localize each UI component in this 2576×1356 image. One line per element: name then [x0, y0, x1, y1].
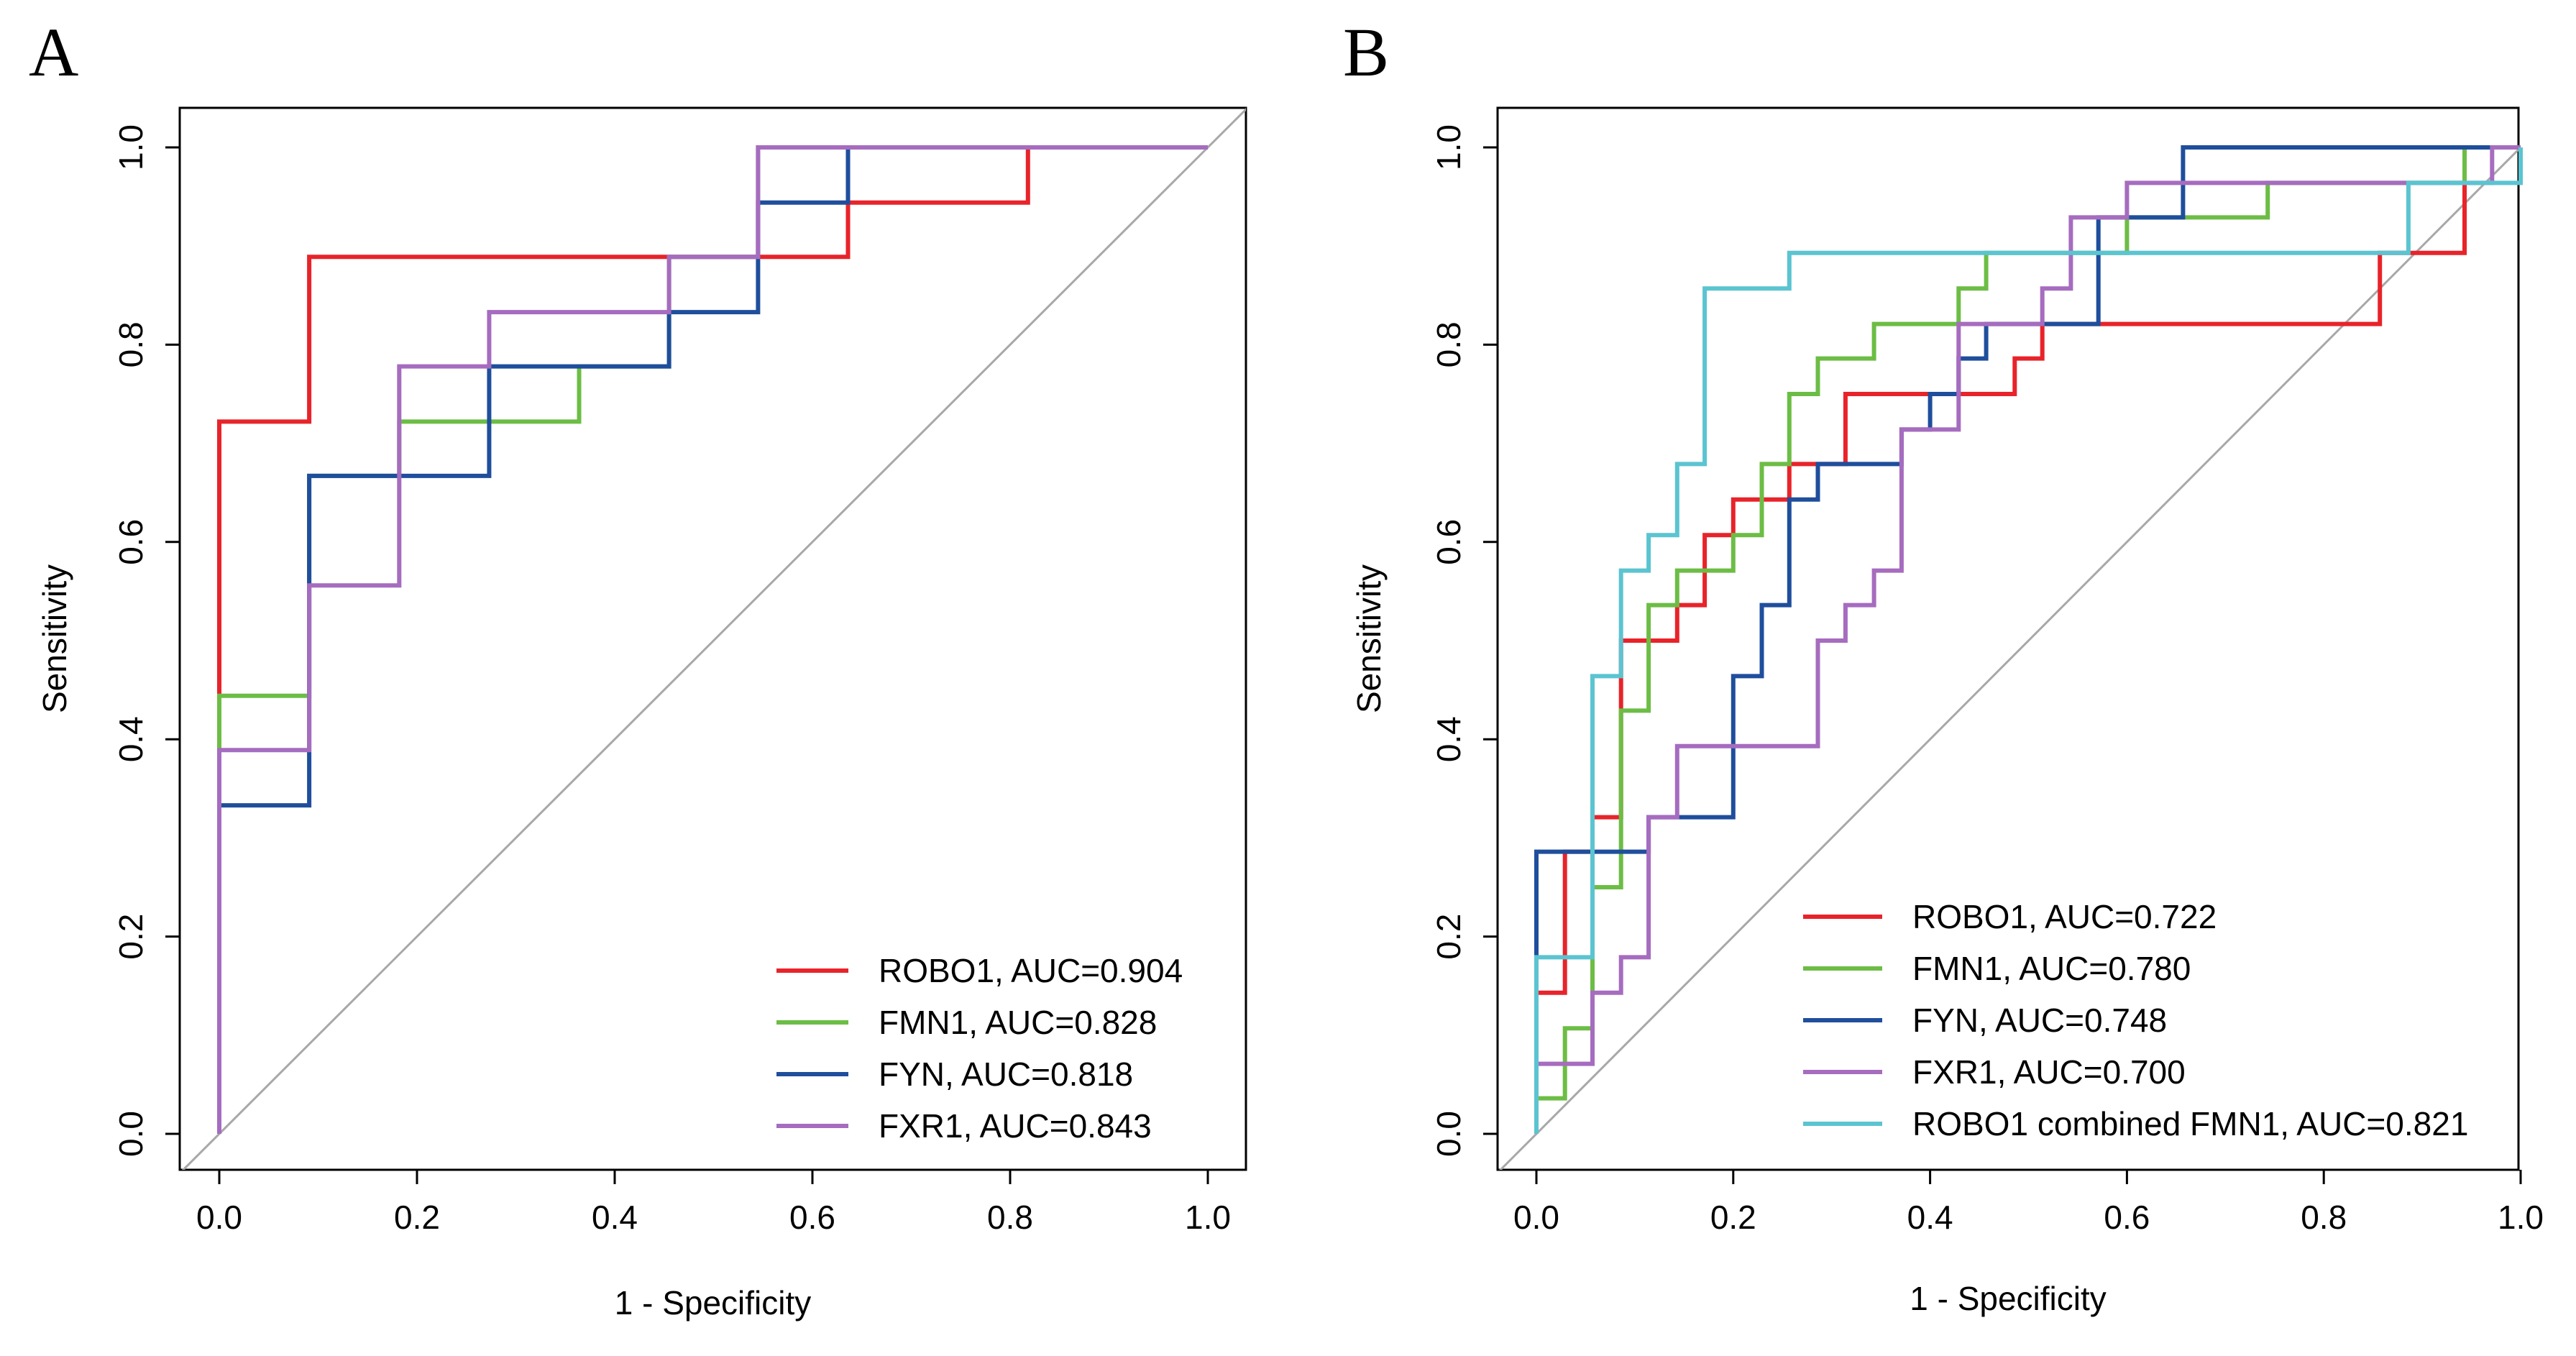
roc-curve-fmn1 — [1534, 145, 2521, 1134]
plot-frame — [178, 106, 1247, 1171]
legend-label: FYN, AUC=0.748 — [1912, 1002, 2167, 1039]
legend-label: FMN1, AUC=0.780 — [1912, 950, 2191, 987]
roc-curve-robo1-combined-fmn1 — [1534, 147, 2523, 1134]
panel-label: B — [1343, 14, 1389, 91]
roc-curve-fxr1 — [1534, 145, 2521, 1134]
y-tick-label: 0.4 — [1430, 716, 1467, 762]
panel-b: B 0.0 0.2 0.4 0.6 0.8 1.0 0.0 0.2 0.4 0.6 0.8 1.0 1 -… — [1343, 14, 2544, 1317]
x-tick-label: 0.0 — [1513, 1199, 1559, 1236]
y-tick-label: 0.2 — [1430, 914, 1467, 960]
x-tick-label: 0.0 — [196, 1199, 242, 1236]
legend-label: ROBO1, AUC=0.904 — [879, 952, 1183, 989]
roc-curve-fyn — [217, 145, 1208, 1134]
x-tick-label: 0.4 — [592, 1199, 638, 1236]
y-tick-label: 0.4 — [112, 716, 150, 762]
x-tick-label: 0.6 — [789, 1199, 835, 1236]
legend-label: ROBO1, AUC=0.722 — [1912, 898, 2217, 935]
y-tick-label: 0.8 — [1430, 321, 1467, 367]
y-tick-label: 0.2 — [112, 914, 150, 960]
y-tick-label: 1.0 — [1430, 124, 1467, 170]
legend-label: ROBO1 combined FMN1, AUC=0.821 — [1912, 1105, 2468, 1142]
x-axis-title: 1 - Specificity — [1910, 1280, 2107, 1317]
x-tick-label: 1.0 — [2498, 1199, 2544, 1236]
y-tick-label: 0.8 — [112, 321, 150, 367]
plot-frame — [1496, 106, 2520, 1171]
x-tick-label: 1.0 — [1185, 1199, 1231, 1236]
diagonal-reference-line — [181, 108, 1246, 1170]
panel-a: A 0.0 0.2 0.4 0.6 0.8 1.0 0.0 0.2 0.4 0.6 0.8 1.0 1 -… — [29, 14, 1247, 1321]
x-tick-label: 0.8 — [2301, 1199, 2347, 1236]
y-axis-title: Sensitivity — [36, 564, 73, 713]
x-tick-label: 0.8 — [987, 1199, 1033, 1236]
y-tick-label: 0.0 — [1430, 1111, 1467, 1157]
panel-label: A — [29, 14, 78, 91]
legend-label: FYN, AUC=0.818 — [879, 1055, 1133, 1093]
legend-label: FMN1, AUC=0.828 — [879, 1004, 1157, 1041]
x-tick-label: 0.4 — [1907, 1199, 1953, 1236]
roc-curve-robo1 — [217, 145, 1208, 1134]
x-tick-label: 0.2 — [1710, 1199, 1756, 1236]
diagonal-reference-line — [1498, 147, 2518, 1170]
y-tick-label: 0.6 — [112, 519, 150, 565]
y-tick-label: 0.6 — [1430, 519, 1467, 565]
y-axis-title: Sensitivity — [1350, 564, 1388, 713]
x-tick-label: 0.6 — [2104, 1199, 2150, 1236]
roc-curve-fxr1 — [217, 145, 1208, 1134]
legend-label: FXR1, AUC=0.700 — [1912, 1053, 2186, 1091]
legend-label: FXR1, AUC=0.843 — [879, 1107, 1152, 1145]
x-axis-title: 1 - Specificity — [615, 1284, 812, 1321]
y-tick-label: 0.0 — [112, 1111, 150, 1157]
y-tick-label: 1.0 — [112, 124, 150, 170]
x-tick-label: 0.2 — [394, 1199, 440, 1236]
